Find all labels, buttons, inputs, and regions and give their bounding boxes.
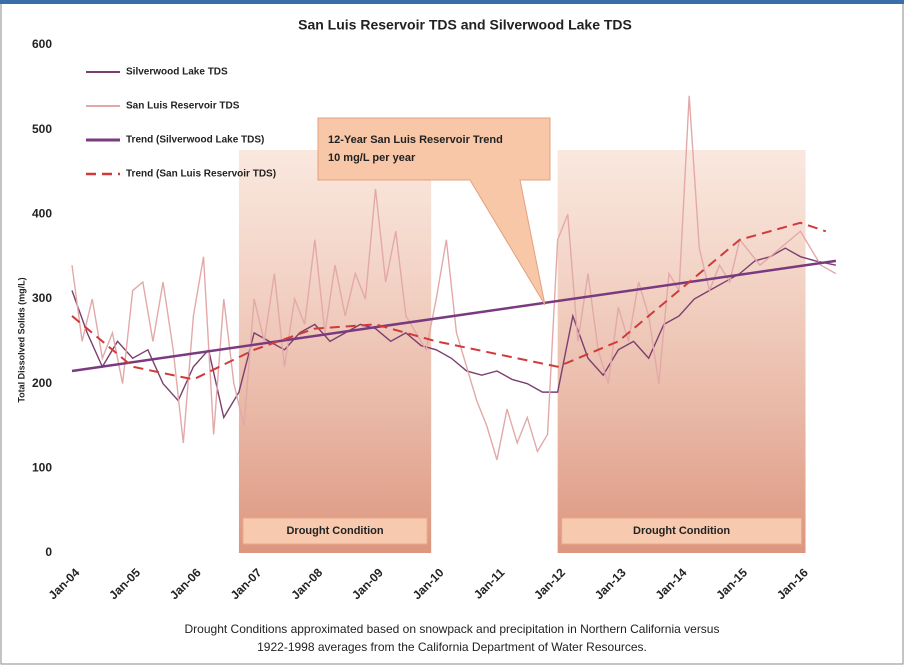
chart-title: San Luis Reservoir TDS and Silverwood La… xyxy=(298,17,632,33)
callout-box xyxy=(317,117,551,306)
annotation: 10 mg/L per year xyxy=(328,152,416,164)
legend-label: Trend (San Luis Reservoir TDS) xyxy=(126,169,276,180)
y-tick-label: 0 xyxy=(45,545,52,559)
legend-label: San Luis Reservoir TDS xyxy=(126,101,240,112)
drought-region xyxy=(238,150,432,553)
legend-label: Trend (Silverwood Lake TDS) xyxy=(126,135,264,146)
drought-label-box xyxy=(561,517,803,545)
y-tick-label: 500 xyxy=(32,122,52,136)
annotation: 12-Year San Luis Reservoir Trend xyxy=(328,134,503,146)
top-bar xyxy=(0,0,904,4)
y-tick-label: 200 xyxy=(32,376,52,390)
y-tick-label: 400 xyxy=(32,207,52,221)
callout: 12-Year San Luis Reservoir Trend 10 mg/L… xyxy=(317,117,551,306)
legend-label: Silverwood Lake TDS xyxy=(126,67,228,78)
y-axis-label: Total Dissolved Solids (mg/L) xyxy=(16,277,26,402)
y-tick-label: 600 xyxy=(32,37,52,51)
y-tick-label: 300 xyxy=(32,291,52,305)
drought-label-box xyxy=(242,517,428,545)
series-line xyxy=(71,221,827,381)
series-line xyxy=(71,95,837,461)
y-tick-label: 100 xyxy=(32,461,52,475)
footnote: Drought Conditions approximated based on… xyxy=(185,622,720,636)
footnote: 1922-1998 averages from the California D… xyxy=(257,640,647,654)
series-line xyxy=(71,247,837,420)
drought-label: Drought Condition xyxy=(633,525,730,537)
drought-label: Drought Condition xyxy=(286,525,383,537)
series-line xyxy=(71,259,837,373)
